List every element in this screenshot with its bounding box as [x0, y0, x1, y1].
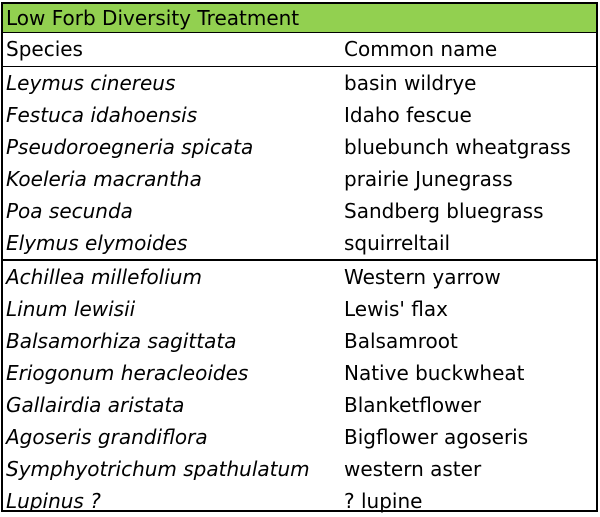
table-title: Low Forb Diversity Treatment — [3, 4, 596, 33]
common-name-cell: western aster — [344, 457, 482, 481]
species-cell: Festuca idahoensis — [6, 103, 198, 127]
common-name-cell: Western yarrow — [344, 265, 501, 289]
species-cell: Elymus elymoides — [6, 231, 188, 255]
species-cell: Achillea millefolium — [6, 265, 202, 289]
common-name-cell: Native buckwheat — [344, 361, 525, 385]
species-cell: Agoseris grandiflora — [6, 425, 208, 449]
table-row: Agoseris grandiflora Bigflower agoseris — [3, 421, 596, 453]
common-name-cell: Lewis' flax — [344, 297, 448, 321]
common-name-header: Common name — [344, 37, 498, 61]
species-cell: Balsamorhiza sagittata — [6, 329, 237, 353]
species-cell: Lupinus ? — [6, 489, 101, 513]
species-cell: Symphyotrichum spathulatum — [6, 457, 310, 481]
common-name-cell: Bigflower agoseris — [344, 425, 529, 449]
common-name-cell: Sandberg bluegrass — [344, 199, 544, 223]
species-cell: Poa secunda — [6, 199, 133, 223]
header-row: Species Common name — [3, 33, 596, 67]
common-name-cell: ? lupine — [344, 489, 423, 513]
species-cell: Pseudoroegneria spicata — [6, 135, 254, 159]
table-row: Balsamorhiza sagittata Balsamroot — [3, 325, 596, 357]
table-row: Symphyotrichum spathulatum western aster — [3, 453, 596, 485]
table-row: Linum lewisii Lewis' flax — [3, 293, 596, 325]
table-row: Elymus elymoides squirreltail — [3, 227, 596, 261]
common-name-cell: Balsamroot — [344, 329, 458, 353]
table-row: Pseudoroegneria spicata bluebunch wheatg… — [3, 131, 596, 163]
table-row: Leymus cinereus basin wildrye — [3, 67, 596, 99]
common-name-cell: Idaho fescue — [344, 103, 472, 127]
table-row: Achillea millefolium Western yarrow — [3, 261, 596, 293]
common-name-cell: basin wildrye — [344, 71, 477, 95]
table-row: Koeleria macrantha prairie Junegrass — [3, 163, 596, 195]
table-row: Eriogonum heracleoides Native buckwheat — [3, 357, 596, 389]
common-name-cell: prairie Junegrass — [344, 167, 513, 191]
common-name-cell: Blanketflower — [344, 393, 481, 417]
common-name-cell: bluebunch wheatgrass — [344, 135, 571, 159]
table-row: Lupinus ? ? lupine — [3, 485, 596, 517]
species-cell: Leymus cinereus — [6, 71, 176, 95]
species-cell: Koeleria macrantha — [6, 167, 202, 191]
table-row: Gallairdia aristata Blanketflower — [3, 389, 596, 421]
species-cell: Linum lewisii — [6, 297, 136, 321]
species-cell: Gallairdia aristata — [6, 393, 185, 417]
species-header: Species — [6, 37, 83, 61]
table-row: Poa secunda Sandberg bluegrass — [3, 195, 596, 227]
table-row: Festuca idahoensis Idaho fescue — [3, 99, 596, 131]
species-cell: Eriogonum heracleoides — [6, 361, 249, 385]
common-name-cell: squirreltail — [344, 231, 451, 255]
